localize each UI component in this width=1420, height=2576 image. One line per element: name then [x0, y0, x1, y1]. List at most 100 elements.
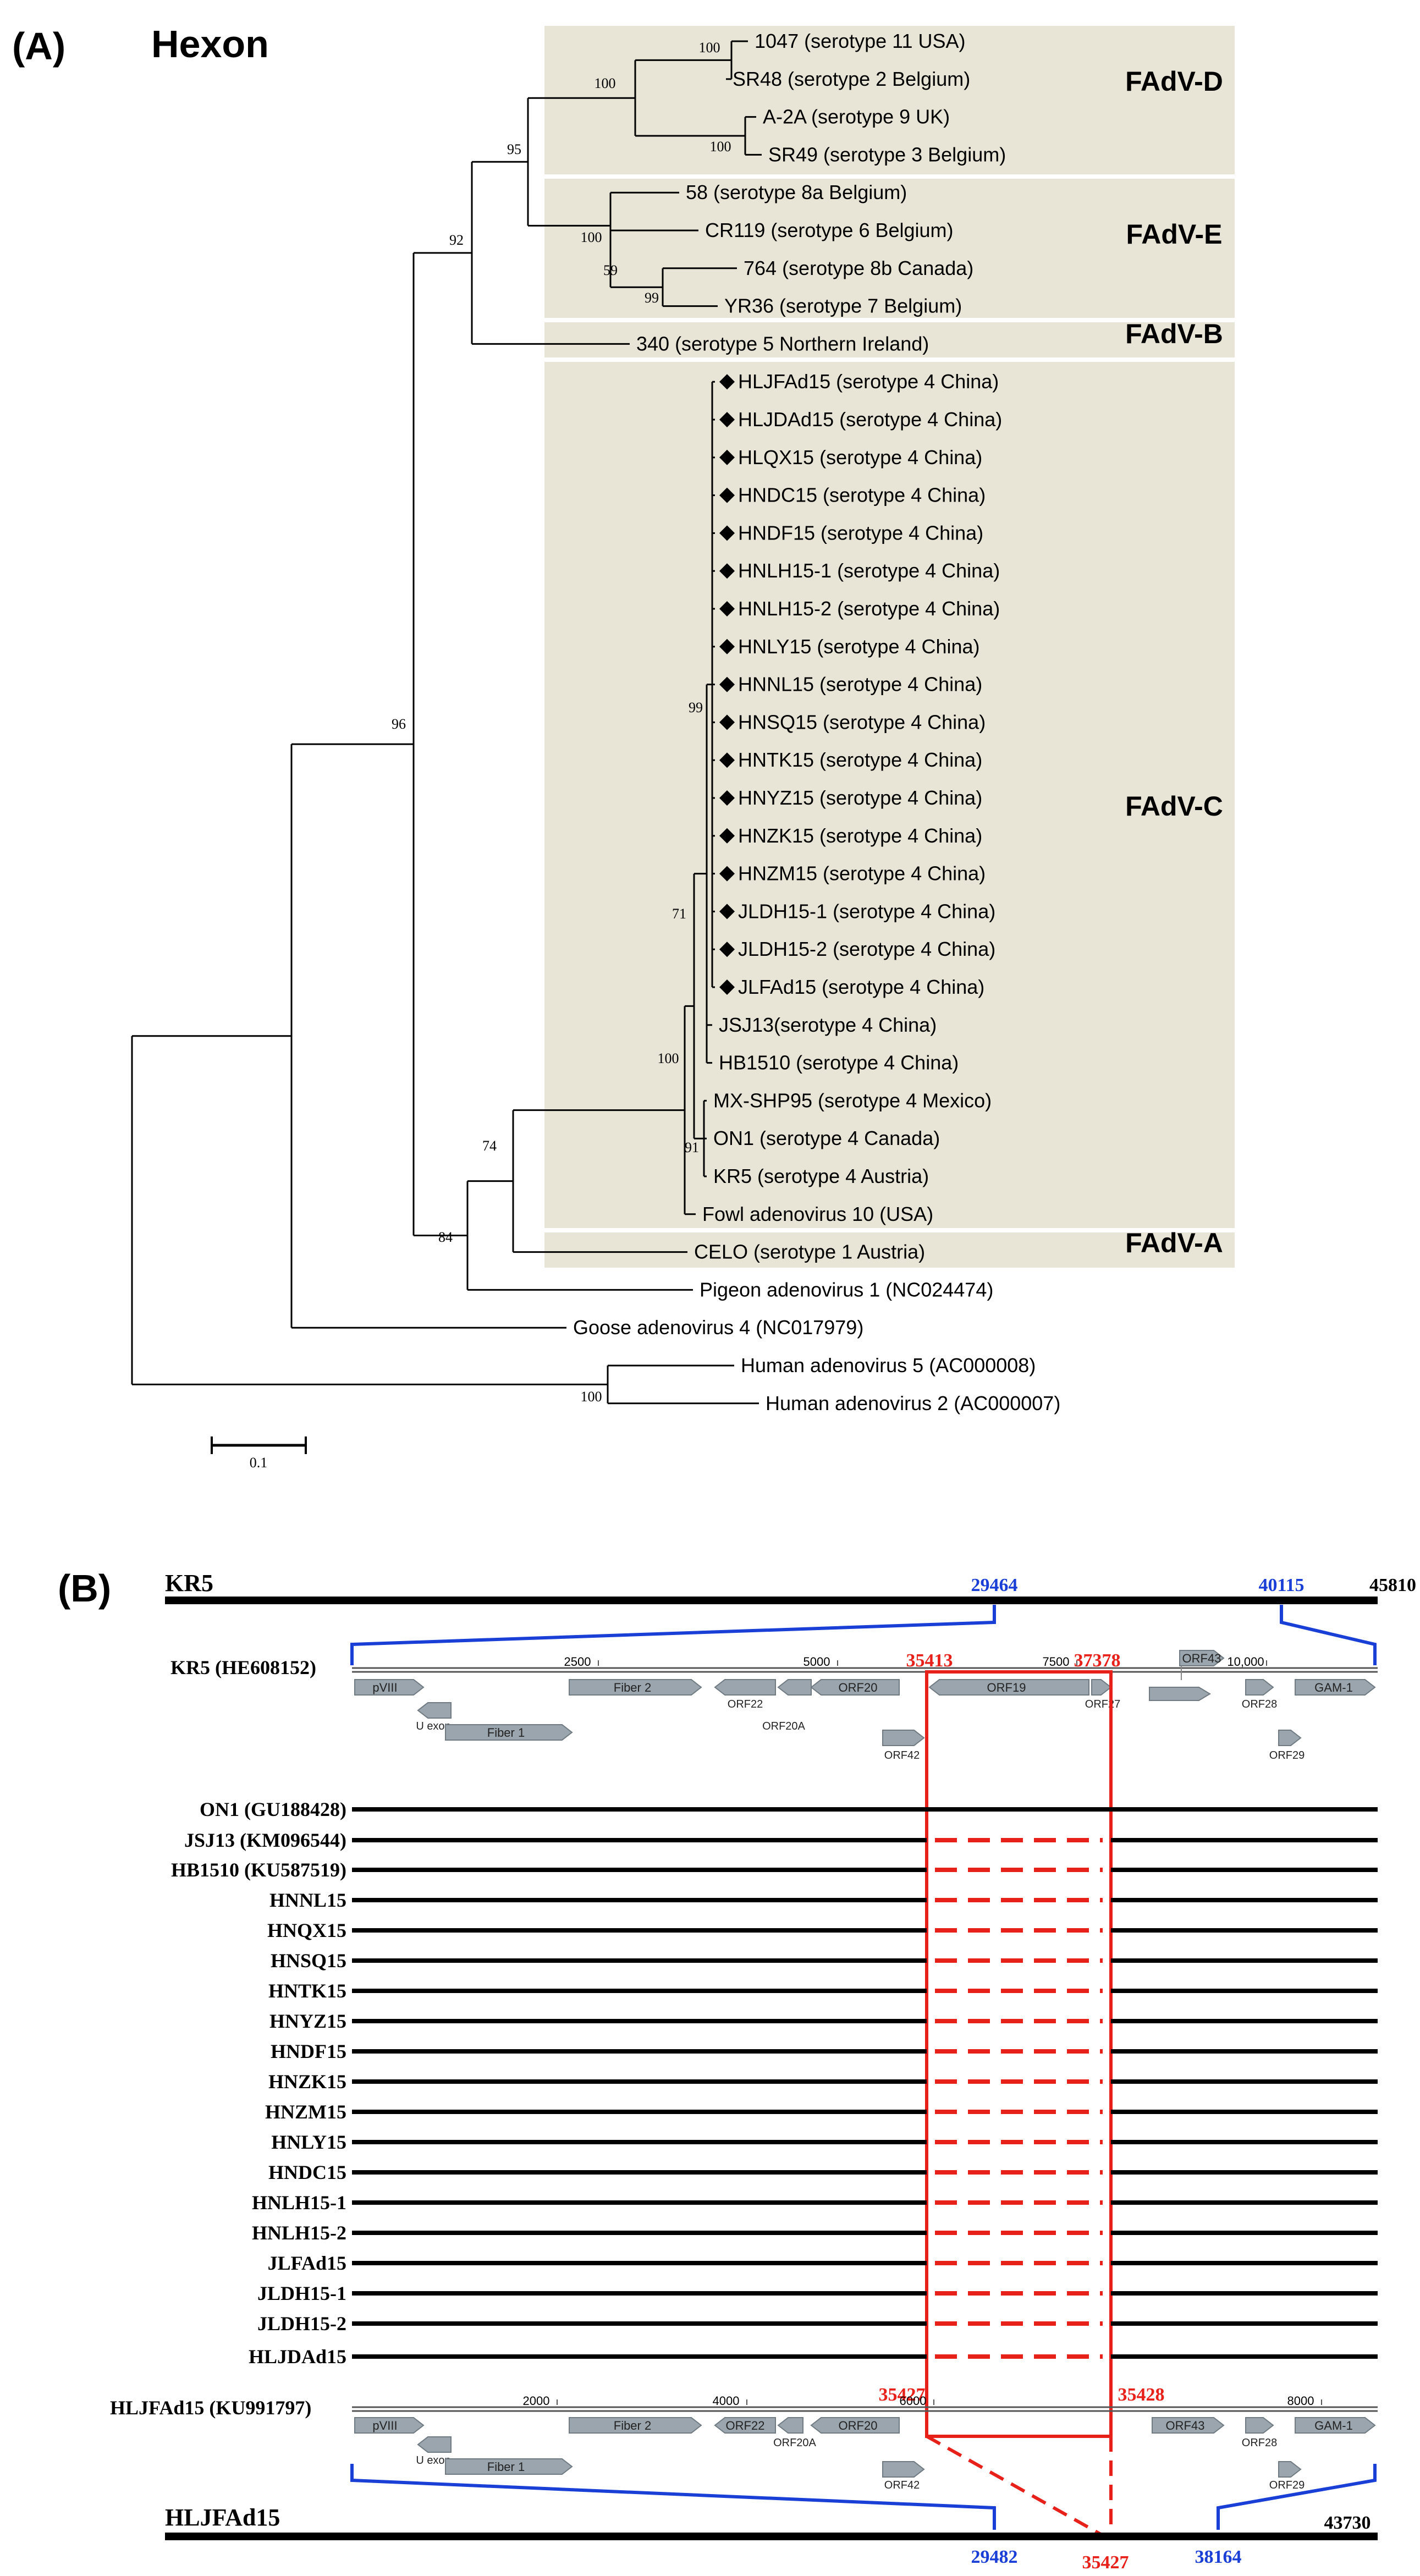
bootstrap-value: 91 — [685, 1140, 699, 1155]
clade-box-e — [544, 179, 1235, 318]
clade-label-d: FAdV-D — [1125, 66, 1223, 97]
leaf-label: Human adenovirus 2 (AC000007) — [766, 1392, 1060, 1414]
gene-label: ORF27 — [1085, 1698, 1120, 1710]
strain-label: HNDF15 — [271, 2040, 346, 2062]
gene-arrow — [1295, 1679, 1376, 1696]
kr5-end-coordinate: 40115 — [1258, 1575, 1304, 1595]
gene-arrow — [1245, 1679, 1274, 1696]
gene-label: pVIII — [372, 1681, 397, 1694]
leaf-label: HNYZ15 (serotype 4 China) — [738, 786, 982, 809]
leaf-label: HNDC15 (serotype 4 China) — [738, 484, 986, 507]
strain-label: HB1510 (KU587519) — [171, 1859, 346, 1881]
panel-b: (B) KR5 29464 40115 45810 KR5 (HE608152)… — [58, 1567, 1416, 2573]
gene-label: Fiber 2 — [614, 2419, 651, 2432]
hlj-end-coordinate: 38164 — [1195, 2547, 1242, 2567]
gene-arrow — [777, 1679, 812, 1696]
gene-arrow — [714, 2417, 776, 2434]
diamond-marker-icon — [719, 979, 735, 995]
gene-arrow — [569, 1679, 702, 1696]
leaf-label: HNLY15 (serotype 4 China) — [738, 635, 980, 658]
gene-label: ORF20A — [773, 2437, 816, 2449]
kr5-zoom-right-connector — [1280, 1605, 1377, 1665]
strain-label: HNSQ15 — [271, 1950, 346, 1972]
clade-box-d — [544, 26, 1235, 174]
clade-box-c — [544, 362, 1235, 1228]
bootstrap-value: 100 — [581, 1389, 602, 1405]
leaf-label: JLDH15-1 (serotype 4 China) — [738, 900, 995, 922]
gene-label: ORF20A — [762, 1720, 805, 1732]
diamond-marker-icon — [719, 904, 735, 920]
leaf-label: CR119 (serotype 6 Belgium) — [705, 219, 954, 241]
leaf-label: HLJFAd15 (serotype 4 China) — [738, 370, 999, 393]
scale-bar-label: 0.1 — [250, 1455, 268, 1471]
diamond-marker-icon — [719, 639, 735, 654]
leaf-label: YR36 (serotype 7 Belgium) — [724, 295, 962, 317]
leaf-label: JLFAd15 (serotype 4 China) — [738, 976, 984, 998]
gene-arrow — [882, 2461, 925, 2478]
gene-label: ORF19 — [987, 1681, 1026, 1694]
scale-bar: 0.1 — [211, 1436, 307, 1471]
bootstrap-value: 100 — [595, 75, 616, 91]
strain-label: HNLH15-1 — [252, 2192, 346, 2214]
gene-label: ORF28 — [1242, 1698, 1277, 1710]
strain-label: HNDC15 — [268, 2161, 346, 2183]
leaf-label: HNSQ15 (serotype 4 China) — [738, 711, 986, 733]
bootstrap-value: 71 — [672, 906, 686, 922]
leaf-label: HNZK15 (serotype 4 China) — [738, 824, 982, 847]
hlj-start-coordinate: 29482 — [971, 2547, 1018, 2567]
hlj-deletion-left: 35427 — [879, 2385, 926, 2405]
clade-label-c: FAdV-C — [1125, 791, 1223, 822]
diamond-marker-icon — [719, 487, 735, 503]
leaf-label: 58 (serotype 8a Belgium) — [686, 181, 907, 203]
clade-label-a: FAdV-A — [1125, 1228, 1223, 1258]
diamond-marker-icon — [719, 714, 735, 730]
gene-arrow — [1278, 1730, 1302, 1746]
leaf-label: HNDF15 (serotype 4 China) — [738, 521, 983, 544]
gene-arrow — [1152, 2417, 1225, 2434]
bootstrap-value: 99 — [645, 290, 659, 306]
leaf-label: JSJ13(serotype 4 China) — [719, 1014, 937, 1036]
gene-arrow — [1179, 1650, 1225, 1666]
strain-label: HNLY15 — [271, 2131, 346, 2153]
gene-arrow — [810, 2417, 900, 2434]
gene-arrow — [354, 2417, 425, 2434]
leaf-label: Fowl adenovirus 10 (USA) — [702, 1203, 933, 1225]
deletion-junction-left — [926, 2435, 1104, 2537]
strain-label: JLDH15-1 — [257, 2282, 346, 2304]
strain-label: HNQX15 — [267, 1919, 346, 1941]
diamond-marker-icon — [719, 676, 735, 692]
diamond-marker-icon — [719, 374, 735, 390]
bootstrap-value: 100 — [658, 1050, 679, 1066]
leaf-label: Pigeon adenovirus 1 (NC024474) — [700, 1278, 993, 1301]
kr5-total-length: 45810 — [1369, 1575, 1416, 1595]
gene-arrow — [1245, 2417, 1274, 2434]
scale-tick-label: 5000 — [803, 1655, 830, 1669]
strain-label: HNZM15 — [265, 2101, 346, 2123]
gene-arrow — [1149, 1687, 1211, 1701]
panel-a: (A) Hexon FAdV-D FAdV-E FAdV-B FAdV-C FAdV-A… — [12, 23, 1235, 1471]
gene-arrow — [810, 1679, 900, 1696]
hlj-genome-label: HLJFAd15 — [165, 2504, 280, 2531]
leaf-label: KR5 (serotype 4 Austria) — [713, 1165, 929, 1187]
gene-label: GAM-1 — [1314, 2419, 1353, 2432]
gene-label: ORF22 — [726, 2419, 765, 2432]
leaf-label: A-2A (serotype 9 UK) — [763, 106, 950, 128]
gene-label: ORF43 — [1182, 1652, 1221, 1665]
hlj-total-length: 43730 — [1324, 2513, 1371, 2533]
leaf-label: HNLH15-1 (serotype 4 China) — [738, 559, 1000, 582]
leaf-label: HNLH15-2 (serotype 4 China) — [738, 597, 1000, 620]
strain-label: JSJ13 (KM096544) — [184, 1829, 346, 1851]
leaf-label: ON1 (serotype 4 Canada) — [713, 1127, 940, 1149]
panel-a-label: (A) — [12, 25, 65, 68]
bootstrap-value: 96 — [392, 716, 406, 732]
gene-label: U exon — [416, 2454, 450, 2467]
bootstrap-value: 59 — [603, 262, 618, 278]
strain-label: HNNL15 — [269, 1889, 346, 1911]
leaf-label: SR49 (serotype 3 Belgium) — [768, 143, 1006, 166]
diamond-marker-icon — [719, 790, 735, 806]
gene-label: Fiber 1 — [487, 2460, 525, 2474]
gene-label: Fiber 2 — [614, 1681, 651, 1694]
leaf-label: HNTK15 (serotype 4 China) — [738, 748, 982, 771]
panel-b-label: (B) — [58, 1567, 111, 1610]
kr5-start-coordinate: 29464 — [971, 1575, 1018, 1595]
